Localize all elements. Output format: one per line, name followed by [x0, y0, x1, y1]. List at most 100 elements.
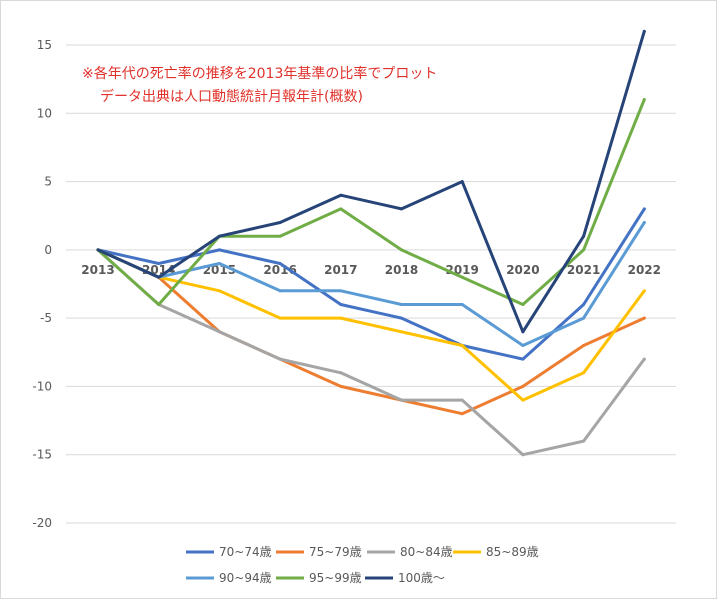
data-point — [217, 262, 221, 266]
data-point — [339, 371, 343, 375]
x-tick-label: 2019 — [445, 263, 478, 277]
data-point — [96, 248, 100, 252]
legend-label: 100歳～ — [398, 571, 445, 585]
x-tick-label: 2022 — [628, 263, 661, 277]
series-line — [96, 248, 646, 416]
chart-annotation: ※各年代の死亡率の推移を2013年基準の比率でプロット データ出典は人口動態統計… — [82, 65, 437, 105]
legend-label: 80~84歳 — [400, 545, 453, 559]
data-point — [582, 371, 586, 375]
series-lines — [96, 29, 646, 457]
legend-label: 95~99歳 — [309, 571, 362, 585]
data-point — [339, 289, 343, 293]
series-group — [96, 248, 646, 402]
data-point — [400, 248, 403, 252]
x-tick-label: 2018 — [385, 263, 418, 277]
data-point — [157, 302, 161, 306]
series-line — [96, 248, 646, 457]
data-point — [157, 275, 161, 279]
data-point — [278, 262, 282, 266]
data-point — [339, 316, 343, 320]
series-line — [96, 221, 646, 347]
data-point — [642, 316, 646, 320]
data-point — [521, 384, 525, 388]
y-tick-label: 15 — [37, 38, 52, 52]
data-point — [582, 316, 586, 320]
y-tick-label: -15 — [32, 448, 52, 462]
data-point — [642, 207, 646, 211]
y-tick-label: 5 — [44, 175, 52, 189]
data-point — [400, 330, 403, 334]
data-point — [400, 316, 403, 320]
series-group — [96, 29, 646, 334]
data-point — [217, 330, 221, 334]
data-point — [400, 398, 403, 402]
legend-label: 75~79歳 — [309, 545, 362, 559]
legend-item: 80~84歳 — [367, 545, 453, 559]
data-point — [278, 234, 282, 238]
data-point — [339, 384, 343, 388]
data-point — [582, 302, 586, 306]
data-point — [400, 207, 403, 211]
data-point — [400, 302, 403, 306]
data-point — [278, 357, 282, 361]
data-point — [217, 234, 221, 238]
x-tick-label: 2013 — [81, 263, 114, 277]
data-point — [339, 207, 343, 211]
data-point — [642, 29, 646, 33]
data-point — [278, 221, 282, 225]
data-point — [521, 302, 525, 306]
legend-label: 90~94歳 — [219, 571, 272, 585]
data-point — [157, 262, 161, 266]
data-point — [460, 412, 464, 416]
y-tick-label: 10 — [37, 106, 52, 120]
legend-item: 85~89歳 — [453, 545, 539, 559]
legend-item: 70~74歳 — [186, 545, 272, 559]
data-point — [582, 343, 586, 347]
y-axis-tick-labels: 15 10 5 0 -5 -10 -15 -20 — [32, 38, 52, 530]
data-point — [642, 289, 646, 293]
x-tick-label: 2017 — [324, 263, 357, 277]
y-tick-label: -5 — [40, 311, 52, 325]
x-tick-label: 2020 — [506, 263, 539, 277]
legend-item: 95~99歳 — [276, 571, 362, 585]
data-point — [460, 398, 464, 402]
data-point — [521, 398, 525, 402]
legend-item: 100歳～ — [365, 571, 445, 585]
data-point — [521, 343, 525, 347]
data-point — [339, 302, 343, 306]
data-point — [460, 275, 464, 279]
data-point — [278, 316, 282, 320]
legend-label: 85~89歳 — [486, 545, 539, 559]
x-tick-label: 2016 — [263, 263, 296, 277]
gridlines — [66, 44, 676, 524]
y-tick-label: -20 — [32, 516, 52, 530]
y-tick-label: 0 — [44, 243, 52, 257]
data-point — [521, 357, 525, 361]
legend-label: 70~74歳 — [219, 545, 272, 559]
annotation-line-1: ※各年代の死亡率の推移を2013年基準の比率でプロット — [82, 65, 437, 82]
series-line — [96, 29, 646, 334]
legend-item: 75~79歳 — [276, 545, 362, 559]
legend: 70~74歳 75~79歳 80~84歳 85~89歳 90~94歳 95~99歳 100歳… — [186, 545, 539, 585]
data-point — [278, 289, 282, 293]
x-tick-label: 2021 — [567, 263, 600, 277]
annotation-line-2: データ出典は人口動態統計月報年計(概数) — [100, 88, 363, 105]
data-point — [582, 234, 586, 238]
data-point — [460, 343, 464, 347]
data-point — [521, 330, 525, 334]
data-point — [582, 248, 586, 252]
data-point — [217, 248, 221, 252]
legend-item: 90~94歳 — [186, 571, 272, 585]
data-point — [460, 180, 464, 184]
series-line — [96, 98, 646, 306]
data-point — [339, 193, 343, 197]
y-tick-label: -10 — [32, 379, 52, 393]
data-point — [642, 221, 646, 225]
series-line — [96, 207, 646, 361]
data-point — [582, 439, 586, 443]
series-line — [96, 248, 646, 402]
data-point — [217, 289, 221, 293]
data-point — [642, 98, 646, 102]
data-point — [521, 453, 525, 457]
